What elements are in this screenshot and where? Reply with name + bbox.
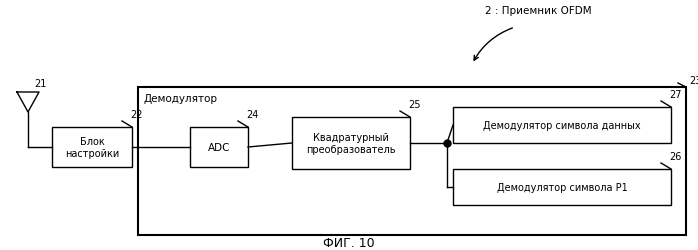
Text: 27: 27 <box>669 90 681 100</box>
Text: 26: 26 <box>669 152 681 161</box>
Text: 25: 25 <box>408 100 420 110</box>
Text: 22: 22 <box>130 110 142 120</box>
FancyBboxPatch shape <box>138 88 686 235</box>
Text: 2 : Приемник OFDM: 2 : Приемник OFDM <box>485 6 592 16</box>
FancyBboxPatch shape <box>292 118 410 169</box>
Text: Квадратурный
преобразователь: Квадратурный преобразователь <box>306 133 396 154</box>
Text: ФИГ. 10: ФИГ. 10 <box>323 236 375 250</box>
FancyBboxPatch shape <box>52 128 132 167</box>
Text: Демодулятор символа данных: Демодулятор символа данных <box>483 120 641 130</box>
FancyBboxPatch shape <box>190 128 248 167</box>
Text: Блок
настройки: Блок настройки <box>65 137 119 158</box>
Text: 21: 21 <box>34 79 46 89</box>
FancyBboxPatch shape <box>453 108 671 144</box>
Text: Демодулятор символа Р1: Демодулятор символа Р1 <box>496 182 628 192</box>
Text: ADC: ADC <box>208 142 230 152</box>
FancyBboxPatch shape <box>453 169 671 205</box>
Text: Демодулятор: Демодулятор <box>144 94 218 104</box>
Text: 23: 23 <box>689 76 698 86</box>
Text: 24: 24 <box>246 110 258 120</box>
